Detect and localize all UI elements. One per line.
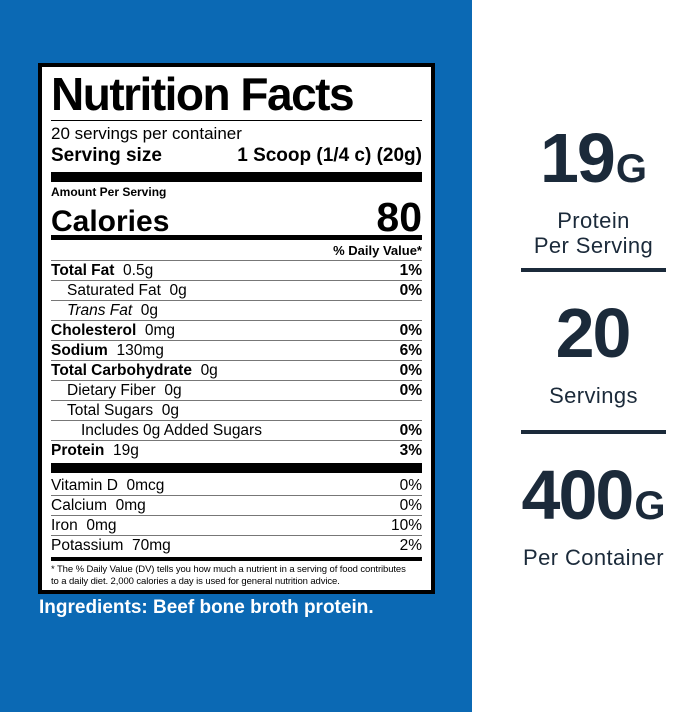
nutrient-name: Total Fat 0.5g — [51, 262, 154, 279]
servings-per-container: 20 servings per container — [51, 124, 242, 144]
serving-size-value: 1 Scoop (1/4 c) (20g) — [237, 145, 422, 167]
nutrient-daily-value: 10% — [390, 517, 422, 534]
nutrient-name: Sodium 130mg — [51, 342, 164, 359]
nutrient-row: Trans Fat 0g — [51, 300, 422, 320]
nutrient-daily-value: 0% — [399, 362, 422, 379]
nutrient-daily-value: 0% — [399, 477, 422, 494]
serving-size-label: Serving size — [51, 145, 162, 167]
callout-servings: 20 Servings — [506, 298, 679, 408]
nutrient-row: Total Fat 0.5g 1% — [51, 260, 422, 280]
nutrient-rows: Total Fat 0.5g 1% Saturated Fat 0g 0% Trans … — [51, 260, 422, 460]
nutrient-row: Includes 0g Added Sugars 0% — [51, 420, 422, 440]
nutrient-row: Sodium 130mg 6% — [51, 340, 422, 360]
nutrient-daily-value: 6% — [399, 342, 422, 359]
nutrient-row: Protein 19g 3% — [51, 440, 422, 460]
medium-divider-bar — [51, 235, 422, 241]
calories-row: Calories 80 — [51, 194, 422, 241]
title-divider — [51, 120, 422, 122]
daily-value-footnote: * The % Daily Value (DV) tells you how m… — [51, 564, 422, 588]
nutrient-name: Potassium 70mg — [51, 537, 171, 554]
nutrient-row: Vitamin D 0mcg 0% — [51, 476, 422, 495]
callout-per-container: 400G Per Container — [506, 460, 679, 570]
nutrient-daily-value: 0% — [399, 322, 422, 339]
callout-divider-2 — [521, 430, 666, 434]
micronutrient-rows: Vitamin D 0mcg 0% Calcium 0mg 0% Iron 0mg 10%… — [51, 476, 422, 555]
nutrient-daily-value: 0% — [399, 422, 422, 439]
callout-protein-caption: Protein Per Serving — [506, 208, 679, 259]
ingredients-text: Ingredients: Beef bone broth protein. — [39, 597, 374, 618]
nutrient-row: Iron 0mg 10% — [51, 515, 422, 535]
nutrient-name: Cholesterol 0mg — [51, 322, 176, 339]
nutrient-row: Calcium 0mg 0% — [51, 495, 422, 515]
calories-label: Calories — [51, 205, 170, 239]
callout-per-container-caption: Per Container — [506, 545, 679, 570]
callout-protein-per-serving: 19G Protein Per Serving — [506, 123, 679, 259]
nutrient-name: Total Carbohydrate 0g — [51, 362, 218, 379]
nutrient-daily-value: 0% — [399, 282, 422, 299]
callout-per-container-number: 400 — [521, 456, 635, 534]
amount-per-serving-label: Amount Per Serving — [51, 185, 167, 200]
serving-size-row: Serving size 1 Scoop (1/4 c) (20g) — [51, 144, 422, 169]
nutrient-row: Cholesterol 0mg 0% — [51, 320, 422, 340]
nutrient-name: Vitamin D 0mcg — [51, 477, 165, 494]
nutrient-daily-value: 3% — [399, 442, 422, 459]
nutrient-name: Includes 0g Added Sugars — [81, 422, 262, 439]
calories-value: 80 — [376, 194, 422, 241]
callout-divider-1 — [521, 268, 666, 272]
callout-per-container-unit: G — [634, 484, 666, 528]
callout-protein-value: 19G — [506, 123, 679, 193]
thick-divider-bar — [51, 463, 422, 473]
nutrient-row: Potassium 70mg 2% — [51, 535, 422, 555]
callout-servings-value: 20 — [506, 298, 679, 368]
nutrient-row: Total Sugars 0g — [51, 400, 422, 420]
callout-servings-caption: Servings — [506, 383, 679, 408]
nutrient-name: Dietary Fiber 0g — [67, 382, 182, 399]
nutrient-row: Total Carbohydrate 0g 0% — [51, 360, 422, 380]
daily-value-header: % Daily Value* — [333, 243, 422, 259]
final-divider-bar — [51, 557, 422, 561]
callout-protein-number: 19 — [540, 119, 616, 197]
callout-per-container-caption-line1: Per Container — [523, 544, 664, 570]
callout-servings-caption-line1: Servings — [549, 382, 638, 408]
nutrient-daily-value: 0% — [399, 497, 422, 514]
nutrient-daily-value: 0% — [399, 382, 422, 399]
callout-protein-caption-line2: Per Serving — [533, 232, 654, 258]
footnote-line-2: to a daily diet. 2,000 calories a day is… — [51, 575, 340, 587]
footnote-line-1: * The % Daily Value (DV) tells you how m… — [51, 564, 406, 575]
nutrient-daily-value: 1% — [399, 262, 422, 279]
nutrient-name: Saturated Fat 0g — [67, 282, 187, 299]
nutrient-name: Protein 19g — [51, 442, 139, 459]
label-title: Nutrition Facts — [51, 68, 355, 120]
nutrient-row: Dietary Fiber 0g 0% — [51, 380, 422, 400]
thick-divider-bar — [51, 172, 422, 183]
nutrition-facts-label: Nutrition Facts 20 servings per containe… — [38, 63, 435, 594]
callout-protein-unit: G — [615, 147, 647, 191]
nutrient-name: Iron 0mg — [51, 517, 117, 534]
callout-servings-number: 20 — [555, 294, 632, 372]
callout-per-container-value: 400G — [506, 460, 679, 530]
nutrient-daily-value: 2% — [399, 537, 422, 554]
nutrient-name: Total Sugars 0g — [67, 402, 180, 419]
nutrient-name: Trans Fat 0g — [67, 302, 159, 319]
nutrient-row: Saturated Fat 0g 0% — [51, 280, 422, 300]
nutrient-name: Calcium 0mg — [51, 497, 146, 514]
blue-background-panel: Nutrition Facts 20 servings per containe… — [0, 0, 472, 712]
highlights-panel — [472, 0, 679, 712]
callout-protein-caption-line1: Protein — [557, 207, 630, 233]
